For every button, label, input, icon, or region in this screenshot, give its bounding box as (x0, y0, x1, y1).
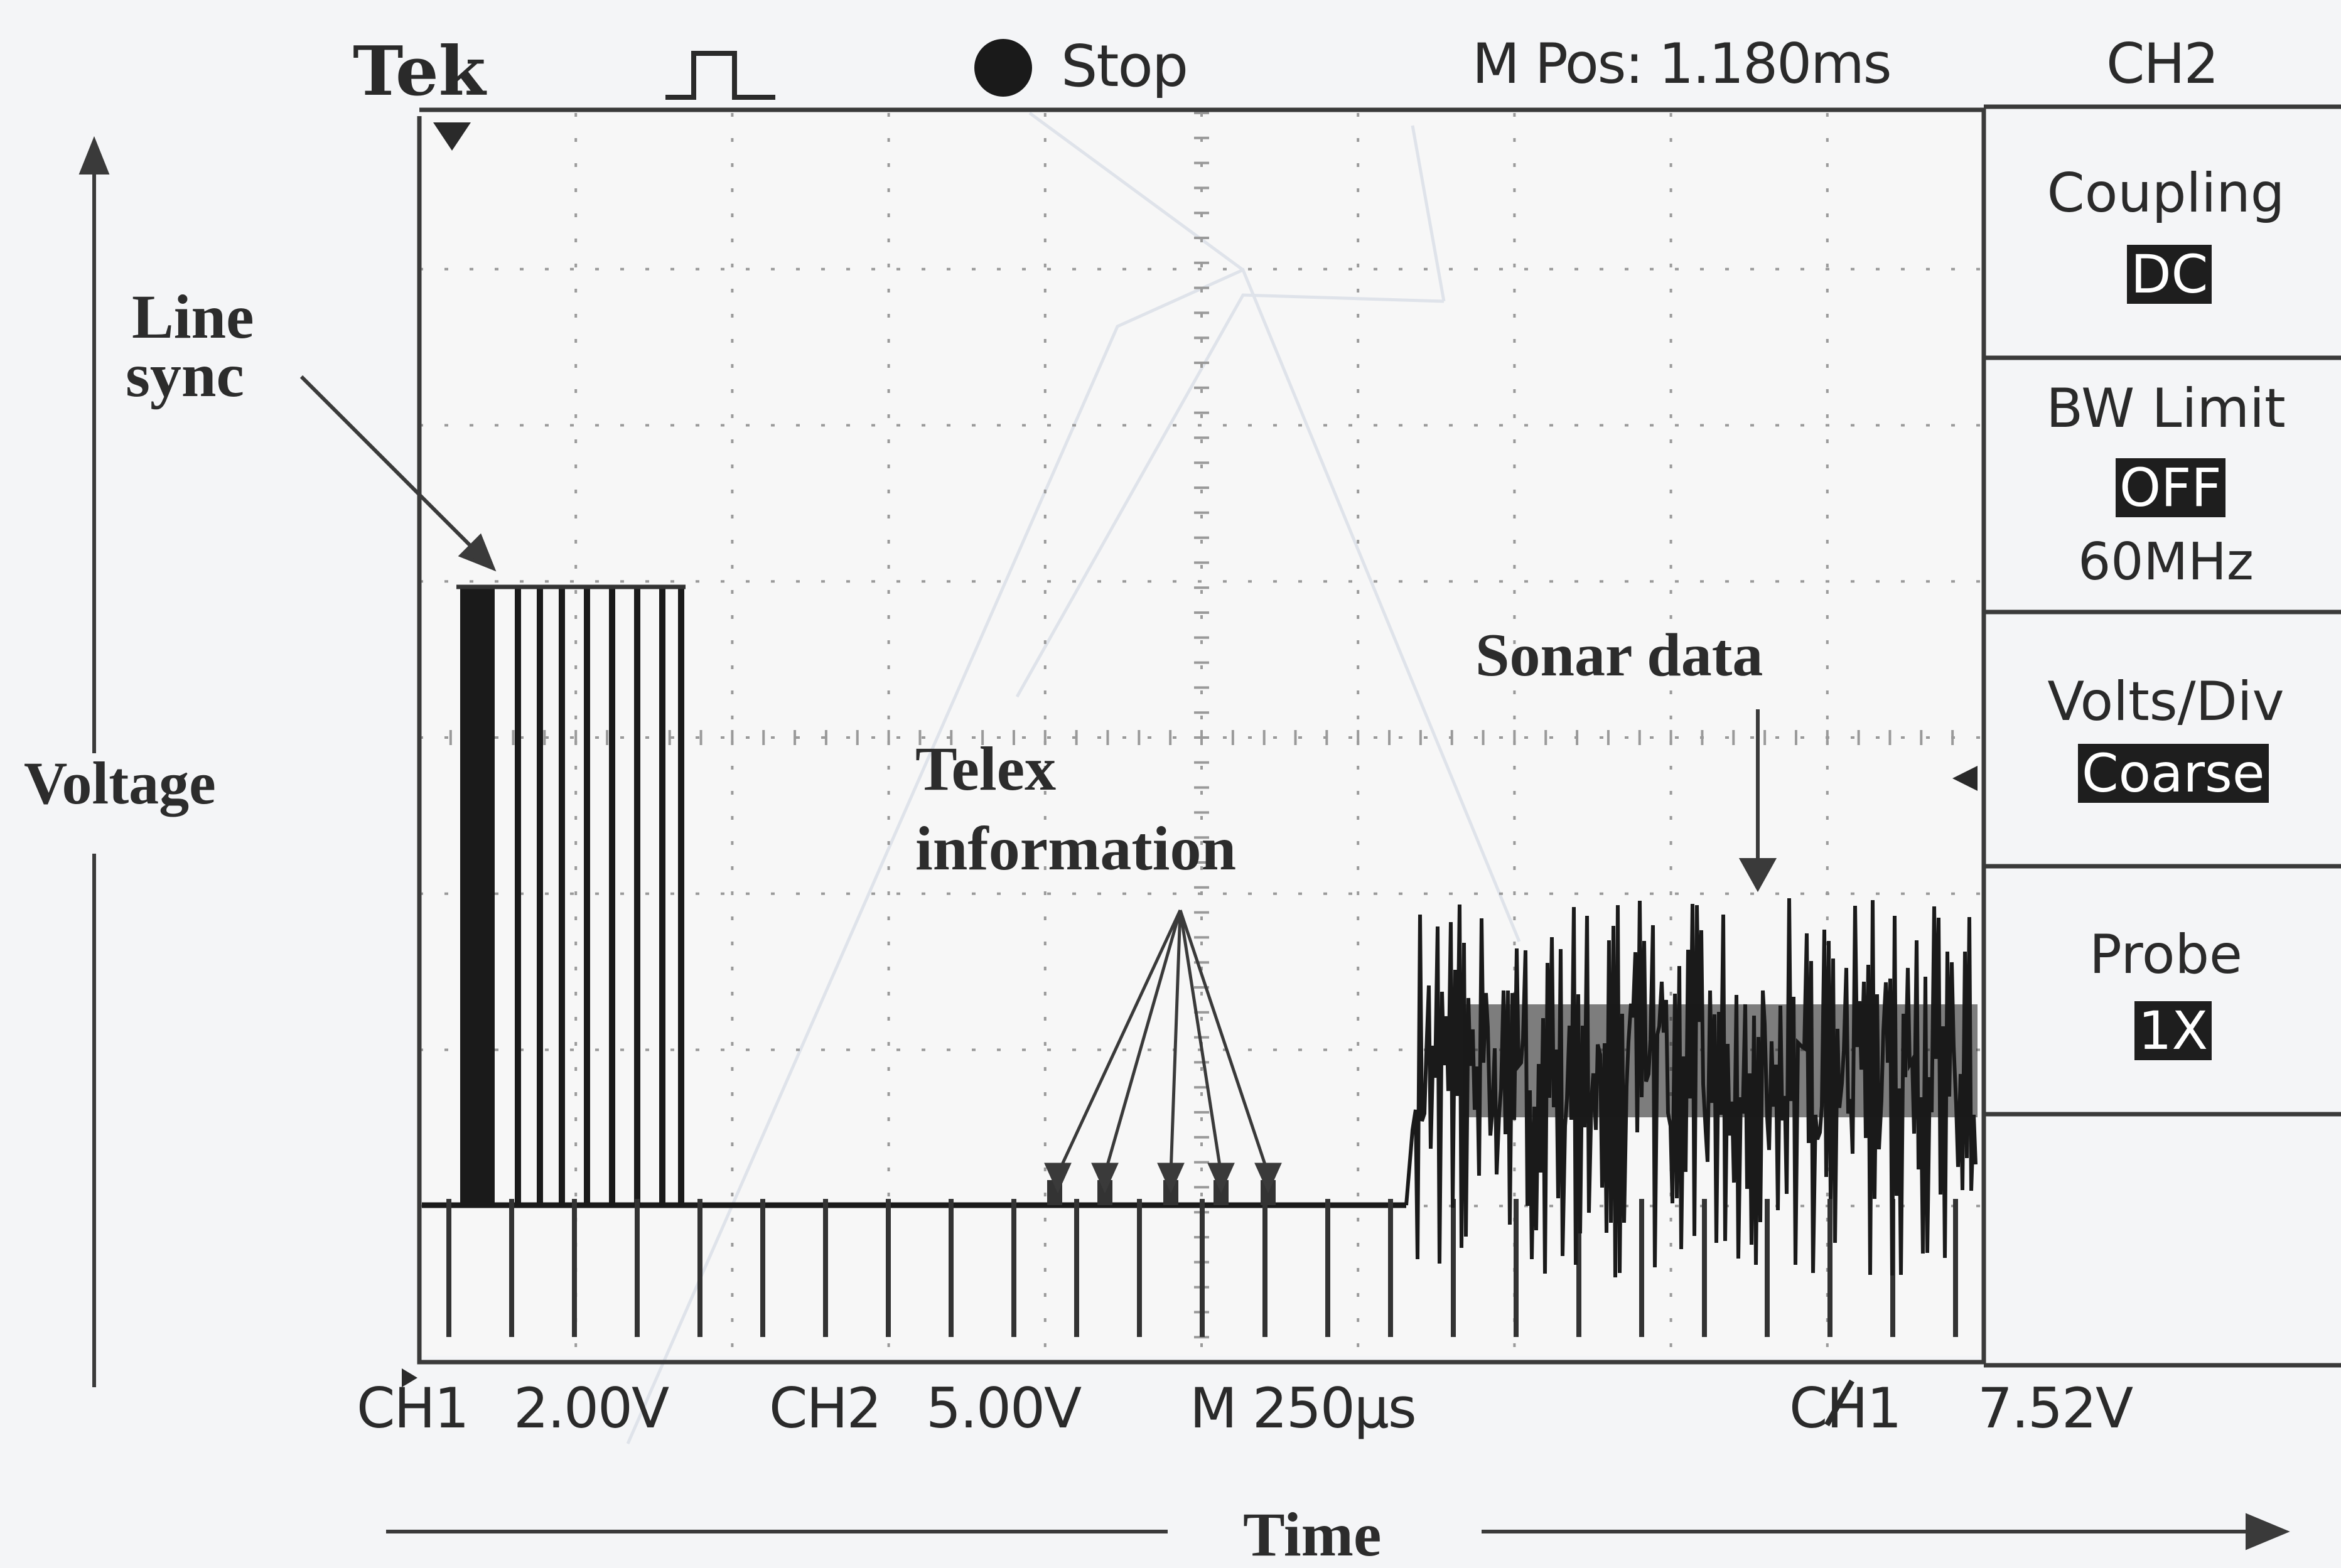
telex-annotation-line1: Telex (915, 734, 1057, 803)
stop-dot-icon (974, 39, 1032, 97)
active-channel-label: CH2 (2106, 31, 2219, 96)
probe-title: Probe (2089, 923, 2242, 986)
bw-limit-value: OFF (2116, 458, 2225, 517)
screen-border (417, 107, 1986, 1365)
telex-arrow-head (1091, 1163, 1119, 1194)
telex-arrows (1044, 909, 1282, 1194)
telex-arrow-line (1056, 909, 1182, 1175)
ch2-scale: 5.00V (926, 1376, 1082, 1441)
line-sync-burst (460, 587, 495, 1205)
waveform-trace (422, 584, 1978, 1337)
ch1-scale: 2.00V (514, 1376, 669, 1441)
telex-arrow-head (1254, 1163, 1282, 1194)
telex-arrow-head (1044, 1163, 1072, 1194)
run-state-label: Stop (1061, 33, 1188, 100)
line-sync-annotation-line1: Line (132, 282, 254, 352)
ch2-label: CH2 (769, 1376, 882, 1441)
trigger-position-marker-icon (433, 122, 471, 151)
y-axis-label: Voltage (24, 749, 216, 817)
telex-arrow-line (1178, 910, 1270, 1174)
sonar-data-annotation: Sonar data (1475, 621, 1763, 689)
rising-edge-icon (1824, 1379, 1854, 1427)
faint-background-lines (626, 111, 1521, 1445)
telex-annotation-line2: information (915, 814, 1237, 883)
trigger-level-readout: 7.52V (1978, 1376, 2133, 1441)
probe-value: 1X (2134, 1001, 2212, 1060)
telex-arrow-line (1103, 910, 1182, 1174)
brand-label: Tek (353, 32, 486, 111)
telex-arrow-head (1207, 1163, 1235, 1194)
volts-div-title: Volts/Div (2047, 670, 2284, 733)
trigger-level-marker-icon (1952, 766, 1978, 791)
screen-markers (402, 122, 1978, 1387)
side-menu-panel (1984, 104, 2341, 1368)
coupling-value: DC (2127, 245, 2212, 304)
volts-div-value: Coarse (2078, 744, 2269, 803)
x-axis-label: Time (1243, 1500, 1382, 1568)
telex-arrow-head (1157, 1163, 1185, 1194)
sonar-data-band (1463, 1004, 1978, 1117)
annotation-arrows (78, 136, 2290, 1550)
trigger-source-label: CH1 (1789, 1376, 1902, 1441)
pulse-trigger-icon (665, 51, 775, 100)
horizontal-position-readout: M Pos: 1.180ms (1472, 31, 1892, 96)
ch1-ground-marker-icon (402, 1368, 417, 1387)
timebase-readout: M 250µs (1190, 1376, 1417, 1441)
bw-limit-subtitle: 60MHz (2078, 532, 2254, 592)
ch1-label: CH1 (357, 1376, 470, 1441)
telex-arrow-line (1178, 910, 1223, 1174)
bw-limit-title: BW Limit (2046, 377, 2286, 440)
coupling-title: Coupling (2047, 162, 2285, 225)
line-sync-annotation-line2: sync (126, 340, 244, 410)
telex-arrow-line (1169, 910, 1182, 1174)
